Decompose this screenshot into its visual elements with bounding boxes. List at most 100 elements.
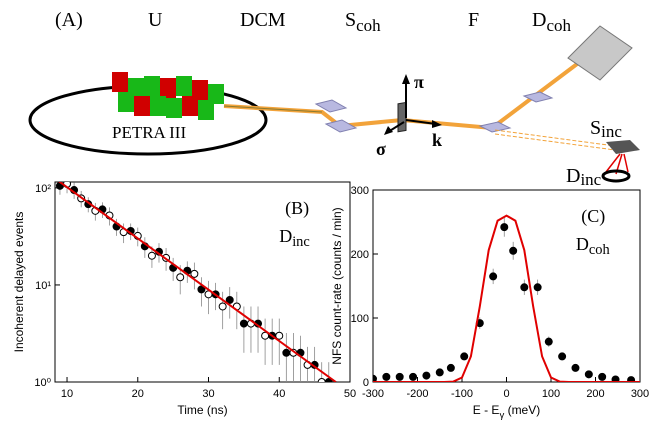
inc-detector xyxy=(601,169,631,183)
x-tick-label: 40 xyxy=(273,388,285,400)
dashed-beam xyxy=(494,129,616,147)
fit-line xyxy=(58,182,337,382)
data-point xyxy=(373,374,377,382)
sample-plate xyxy=(397,101,407,133)
label-sub: coh xyxy=(546,16,571,35)
annotations: (B) Dinc xyxy=(279,198,310,250)
label: Sinc xyxy=(590,117,622,141)
schematic-labels: (A) U DCM Scoh F Dcoh PETRA III π σ k Si… xyxy=(55,9,622,189)
label: σ xyxy=(376,139,386,159)
data-point xyxy=(261,331,270,340)
filter-crystal xyxy=(478,121,512,133)
x-tick-label: 20 xyxy=(132,388,144,400)
label: k xyxy=(432,130,442,150)
label-main: S xyxy=(590,117,601,139)
data-point xyxy=(544,337,553,346)
label: Dcoh xyxy=(532,9,571,35)
label-main: D xyxy=(576,234,589,254)
plot-area xyxy=(55,182,337,382)
data-point xyxy=(317,378,326,382)
x-tick-label: 50 xyxy=(344,388,356,400)
y-tick-label: 100 xyxy=(351,313,369,325)
data-point xyxy=(382,372,391,381)
dashed-beam xyxy=(494,133,616,151)
data-point xyxy=(218,302,227,311)
label-sub: inc xyxy=(292,234,310,250)
x-tick-label: -100 xyxy=(451,388,473,400)
label-sub: inc xyxy=(580,170,601,189)
data-point xyxy=(571,363,580,372)
dcm-crystal xyxy=(324,119,358,133)
data-point xyxy=(176,273,185,282)
label-sub: inc xyxy=(601,122,622,141)
inc-sample xyxy=(606,140,640,154)
data-point xyxy=(558,352,567,361)
x-tick-label: -300 xyxy=(362,388,384,400)
panel-label: (C) xyxy=(581,206,605,227)
label: U xyxy=(148,9,163,31)
data-point xyxy=(598,372,607,381)
data-point xyxy=(500,223,509,232)
label: PETRA III xyxy=(112,123,186,142)
data-point xyxy=(239,319,248,328)
plot-area xyxy=(373,214,640,382)
data-point xyxy=(197,285,206,294)
x-axis-title: E - Eγ (meV) xyxy=(473,403,540,421)
data-point xyxy=(395,372,404,381)
label-rest: (meV) xyxy=(504,403,540,417)
data-point xyxy=(275,331,284,340)
data-point xyxy=(282,348,291,357)
label-sub: γ xyxy=(499,410,504,421)
x-tick-label: 300 xyxy=(631,388,649,400)
x-tick-label: 30 xyxy=(202,388,214,400)
label-sub: coh xyxy=(356,16,381,35)
plot-frame xyxy=(54,181,351,383)
fit-line xyxy=(373,214,640,382)
coh-detector xyxy=(567,25,633,81)
label-main: D xyxy=(532,9,546,31)
data-point xyxy=(409,372,418,381)
y-tick-label: 0 xyxy=(363,377,369,389)
y-tick-label: 10¹ xyxy=(35,280,51,292)
y-tick-label: 10⁰ xyxy=(34,377,51,389)
x-axis-title: Time (ns) xyxy=(177,403,227,417)
data-point xyxy=(520,283,529,292)
data-point xyxy=(422,371,431,380)
chart: -300 -200 -100 0 100 200 300 0 100 200 300 E - Eγ (… xyxy=(330,185,649,421)
chart: 10 20 30 40 50 10⁰ 10¹ 10² Time (ns) Incoherent d… xyxy=(12,181,356,417)
schematic: (A) U DCM Scoh F Dcoh PETRA III π σ k Si… xyxy=(28,9,640,189)
x-tick-label: 200 xyxy=(586,388,604,400)
undulator xyxy=(112,72,224,120)
panel-label: (B) xyxy=(285,198,309,219)
label-main: S xyxy=(345,9,356,31)
detector-label: Dinc xyxy=(279,226,310,250)
label: Scoh xyxy=(345,9,381,35)
data-point xyxy=(489,272,498,281)
y-axis-title: Incoherent delayed events xyxy=(12,212,26,353)
label-main: E - E xyxy=(473,403,500,417)
data-point xyxy=(225,295,234,304)
data-point xyxy=(435,368,444,377)
data-point xyxy=(533,283,542,292)
data-point xyxy=(584,370,593,379)
data-point xyxy=(147,251,156,260)
label: DCM xyxy=(240,9,286,31)
annotations: (C) Dcoh xyxy=(576,206,610,258)
data-point xyxy=(460,352,469,361)
x-tick-label: 100 xyxy=(542,388,560,400)
y-tick-label: 300 xyxy=(351,185,369,197)
x-tick-label: 10 xyxy=(61,388,73,400)
x-tick-label: -200 xyxy=(406,388,428,400)
x-tick-label: 0 xyxy=(503,388,509,400)
label: Dinc xyxy=(566,165,602,189)
detector-label: Dcoh xyxy=(576,234,610,258)
data-point xyxy=(190,269,199,278)
data-point xyxy=(446,363,455,372)
panel-label: (A) xyxy=(55,9,83,31)
label-main: D xyxy=(566,165,580,187)
label-main: D xyxy=(279,226,292,246)
data-point xyxy=(611,375,620,382)
label-sub: coh xyxy=(589,242,610,258)
y-axis-title: NFS count-rate (counts / min) xyxy=(330,207,344,364)
